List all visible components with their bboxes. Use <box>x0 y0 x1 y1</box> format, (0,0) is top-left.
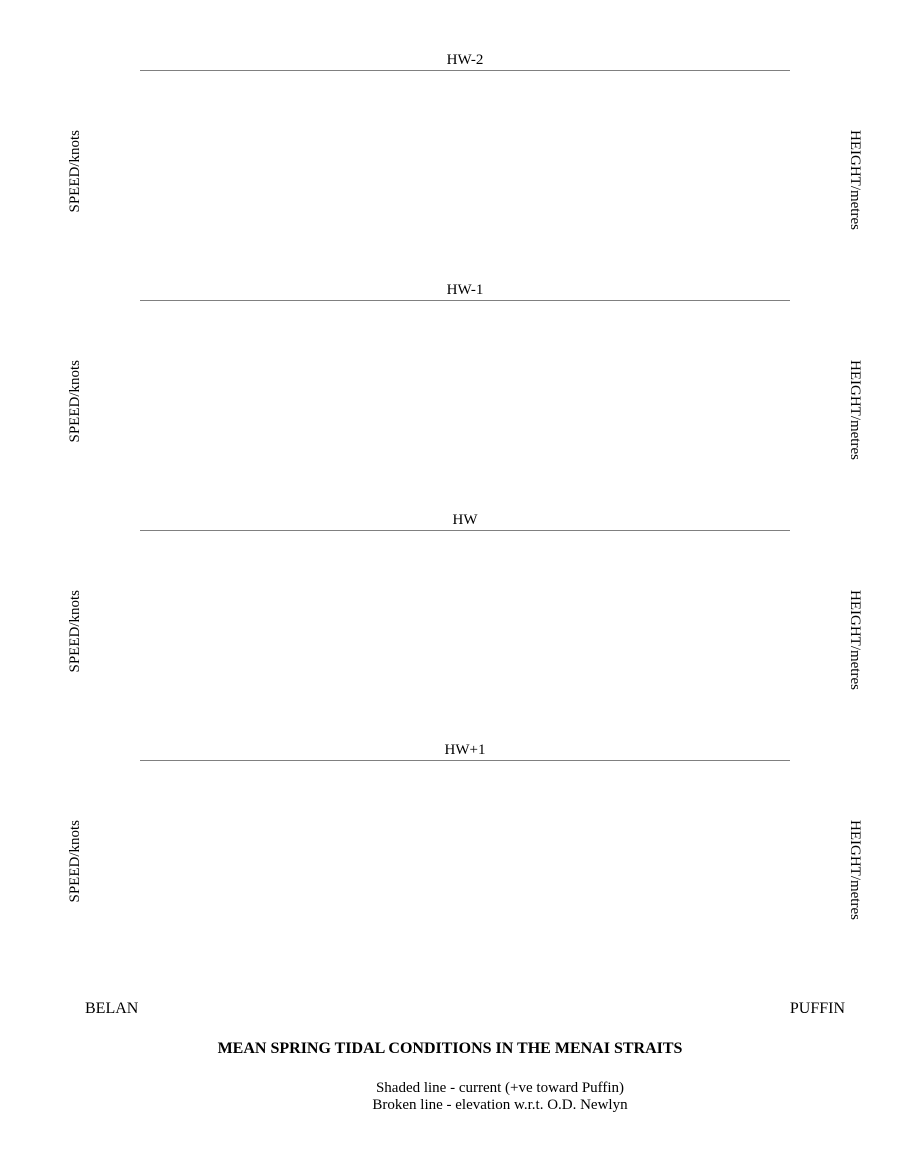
panel-title: HW+1 <box>95 742 835 759</box>
main-title: MEAN SPRING TIDAL CONDITIONS IN THE MENA… <box>0 1040 900 1058</box>
legend-line-2: Broken line - elevation w.r.t. O.D. Newl… <box>50 1097 900 1114</box>
ylabel-right: HEIGHT/metres <box>846 360 863 460</box>
legend-line-1: Shaded line - current (+ve toward Puffin… <box>50 1080 900 1097</box>
panel-title: HW <box>95 512 835 529</box>
xmark-label: PD <box>339 70 357 74</box>
page: HW-2SPEED/knotsHEIGHT/metres-4-2024-4-20… <box>0 0 900 1161</box>
xmark-label: PD <box>339 530 357 534</box>
left-tick-label: 4 <box>128 760 135 763</box>
chart-svg: -4-2024-4-2024CPDMBB <box>95 300 835 500</box>
xmark-label: PD <box>339 760 357 764</box>
panel-title: HW-2 <box>95 52 835 69</box>
xmark-label: MB <box>519 70 541 74</box>
right-tick-label: 4 <box>796 300 803 303</box>
xmark-label: B <box>642 70 651 74</box>
xmark-label: B <box>642 300 651 304</box>
chart-stack: HW-2SPEED/knotsHEIGHT/metres-4-2024-4-20… <box>95 70 835 990</box>
xmark-label: B <box>642 760 651 764</box>
ylabel-right: HEIGHT/metres <box>846 590 863 690</box>
xmark-label: MB <box>519 530 541 534</box>
ylabel-left: SPEED/knots <box>67 820 84 903</box>
ylabel-left: SPEED/knots <box>67 590 84 673</box>
xmark-label: C <box>252 530 261 534</box>
chart-panel-HW-1: HW-1SPEED/knotsHEIGHT/metres-4-2024-4-20… <box>95 300 835 500</box>
ylabel-left: SPEED/knots <box>67 130 84 213</box>
chart-svg: -4-2024-4-2024CPDMBB <box>95 760 835 960</box>
chart-svg: -4-2024-4-2024CPDMBB <box>95 70 835 270</box>
ylabel-right: HEIGHT/metres <box>846 130 863 230</box>
xmark-label: PD <box>339 300 357 304</box>
ylabel-right: HEIGHT/metres <box>846 820 863 920</box>
xmark-label: B <box>642 530 651 534</box>
right-tick-label: 4 <box>796 70 803 73</box>
chart-panel-HW: HWSPEED/knotsHEIGHT/metres-4-2024-4-2024… <box>95 530 835 730</box>
left-tick-label: 4 <box>128 300 135 303</box>
chart-svg: -4-2024-4-2024CPDMBB <box>95 530 835 730</box>
xmark-label: C <box>252 300 261 304</box>
left-tick-label: 4 <box>128 70 135 73</box>
xmark-label: MB <box>519 760 541 764</box>
label-puffin: PUFFIN <box>790 1000 845 1018</box>
xmark-label: C <box>252 760 261 764</box>
xmark-label: C <box>252 70 261 74</box>
left-tick-label: 4 <box>128 530 135 533</box>
right-tick-label: 4 <box>796 760 803 763</box>
ylabel-left: SPEED/knots <box>67 360 84 443</box>
chart-panel-HW+1: HW+1SPEED/knotsHEIGHT/metres-4-2024-4-20… <box>95 760 835 960</box>
right-tick-label: 4 <box>796 530 803 533</box>
panel-title: HW-1 <box>95 282 835 299</box>
xmark-label: MB <box>519 300 541 304</box>
chart-panel-HW-2: HW-2SPEED/knotsHEIGHT/metres-4-2024-4-20… <box>95 70 835 270</box>
legend-block: Shaded line - current (+ve toward Puffin… <box>50 1080 900 1114</box>
label-belan: BELAN <box>85 1000 138 1018</box>
